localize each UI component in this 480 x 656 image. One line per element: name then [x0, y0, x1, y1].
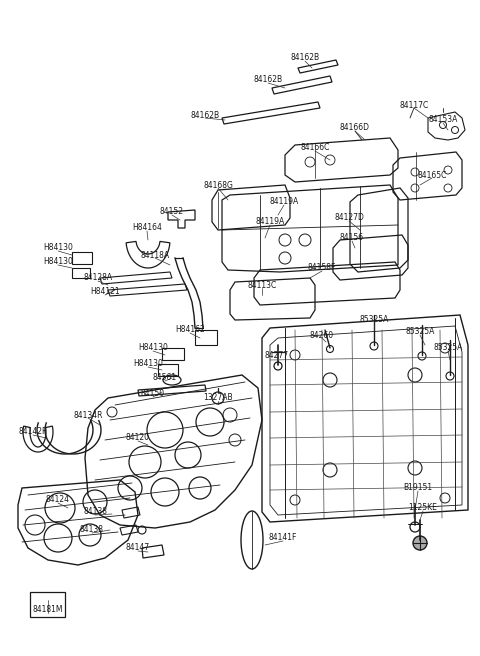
Text: 85325A: 85325A — [360, 316, 389, 325]
Text: H84130: H84130 — [133, 359, 163, 369]
Text: H84130: H84130 — [43, 243, 73, 253]
Text: 84158F: 84158F — [308, 264, 336, 272]
Text: 1327AB: 1327AB — [203, 394, 233, 403]
Text: 84152: 84152 — [160, 207, 184, 216]
Text: 84120: 84120 — [126, 434, 150, 443]
Text: 84147: 84147 — [126, 544, 150, 552]
Text: 85325A: 85325A — [405, 327, 435, 337]
Bar — [72, 252, 92, 264]
Text: 84119A: 84119A — [269, 197, 299, 207]
Text: 84181M: 84181M — [33, 605, 63, 615]
Text: 84119A: 84119A — [255, 218, 285, 226]
Text: H84121: H84121 — [90, 287, 120, 297]
Text: 84117C: 84117C — [399, 100, 429, 110]
Bar — [72, 268, 90, 278]
Text: 84277: 84277 — [265, 350, 289, 359]
Text: 84128A: 84128A — [84, 274, 113, 283]
Text: 84134R: 84134R — [73, 411, 103, 419]
Text: 84150: 84150 — [141, 390, 165, 398]
Text: H84130: H84130 — [43, 258, 73, 266]
Text: 84127D: 84127D — [334, 213, 364, 222]
Text: H84162: H84162 — [175, 325, 205, 335]
Text: 1125KE: 1125KE — [408, 504, 437, 512]
Text: 84124: 84124 — [46, 495, 70, 504]
Text: 84118A: 84118A — [141, 251, 169, 260]
Text: 84153A: 84153A — [428, 115, 458, 125]
Text: 84162B: 84162B — [290, 54, 320, 62]
Text: 84168G: 84168G — [203, 180, 233, 190]
Bar — [162, 348, 184, 360]
Text: 84166D: 84166D — [340, 123, 370, 133]
Text: 84162B: 84162B — [191, 110, 219, 119]
Text: 84141F: 84141F — [269, 533, 297, 543]
Text: H84130: H84130 — [138, 344, 168, 352]
Circle shape — [413, 536, 427, 550]
Text: 84165C: 84165C — [417, 171, 447, 180]
Text: B19151: B19151 — [403, 483, 432, 493]
Text: 84166C: 84166C — [300, 144, 330, 152]
Text: 84113C: 84113C — [247, 281, 276, 289]
Bar — [158, 364, 178, 376]
Text: 84561: 84561 — [153, 373, 177, 382]
Text: 84138: 84138 — [83, 508, 107, 516]
Text: 84260: 84260 — [310, 331, 334, 340]
Text: 84162B: 84162B — [253, 75, 283, 85]
Text: 84138: 84138 — [80, 525, 104, 535]
Bar — [195, 330, 217, 345]
Text: H84164: H84164 — [132, 224, 162, 232]
Text: 84142F: 84142F — [19, 428, 47, 436]
Text: 85325A: 85325A — [433, 344, 463, 352]
Text: 84156: 84156 — [340, 234, 364, 243]
Bar — [30, 592, 65, 617]
